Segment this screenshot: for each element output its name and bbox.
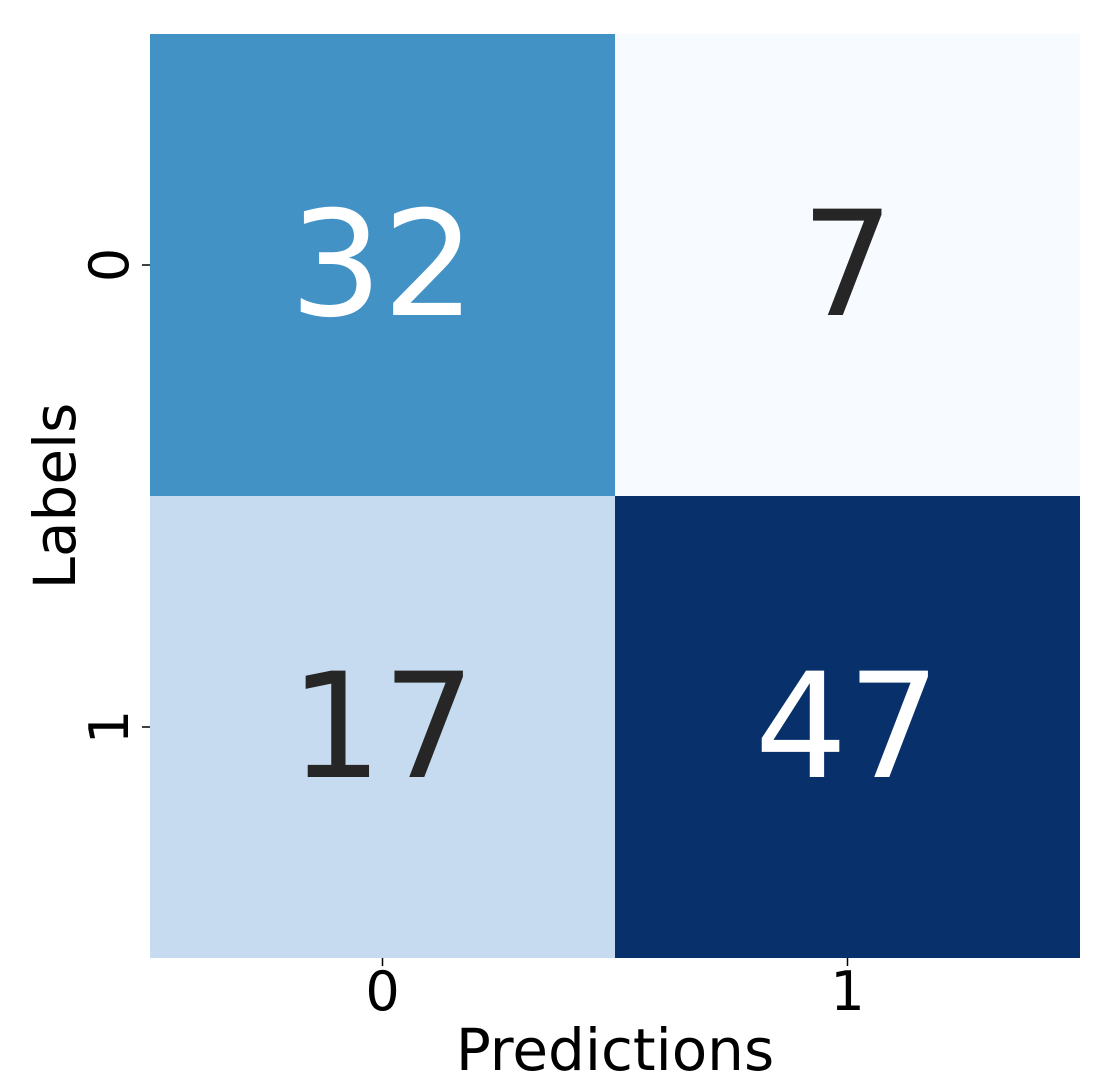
heatmap-cell-1-0 xyxy=(150,496,615,958)
cell-value-0-0: 32 xyxy=(290,180,476,350)
cell-value-0-1: 7 xyxy=(801,180,894,350)
cell-value-1-0: 17 xyxy=(290,642,476,812)
x-tick-label-0: 0 xyxy=(365,960,399,1023)
axis-ticks: 0 1 0 1 xyxy=(78,248,865,1023)
heatmap-cell-0-1 xyxy=(615,34,1080,496)
y-axis-label: Labels xyxy=(21,403,89,590)
x-axis-label: Predictions xyxy=(456,1016,774,1084)
heatmap-cells: 32 7 17 47 xyxy=(150,34,1080,958)
y-tick-label-1: 1 xyxy=(78,710,141,744)
heatmap-cell-1-1 xyxy=(615,496,1080,958)
cell-value-1-1: 47 xyxy=(755,642,941,812)
y-tick-label-0: 0 xyxy=(78,248,141,282)
x-tick-label-1: 1 xyxy=(830,960,864,1023)
heatmap-cell-0-0 xyxy=(150,34,615,496)
